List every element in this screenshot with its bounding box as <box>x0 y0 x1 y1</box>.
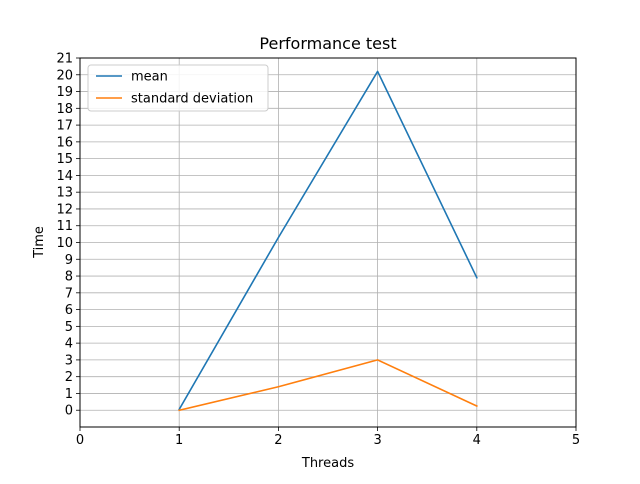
y-tick-label: 11 <box>56 219 73 234</box>
y-tick-label: 14 <box>56 169 73 184</box>
x-axis: 0 1 2 3 4 5 <box>76 427 580 448</box>
y-tick-label: 16 <box>56 135 73 150</box>
legend: mean standard deviation <box>87 64 269 112</box>
x-tick-label: 3 <box>373 433 381 448</box>
y-tick-label: 6 <box>65 303 73 318</box>
y-tick-label: 0 <box>65 404 73 419</box>
legend-box <box>87 64 269 112</box>
y-tick-label: 12 <box>56 202 73 217</box>
y-tick-label: 15 <box>56 152 73 167</box>
y-tick-label: 5 <box>65 320 73 335</box>
y-tick-label: 10 <box>56 236 73 251</box>
legend-label: mean <box>131 70 168 85</box>
series-lines <box>178 70 478 412</box>
y-tick-label: 18 <box>56 102 73 117</box>
y-tick-label: 1 <box>65 387 73 402</box>
y-tick-label: 8 <box>65 270 73 285</box>
x-tick-label: 4 <box>473 433 481 448</box>
x-tick-label: 0 <box>76 433 84 448</box>
y-tick-label: 3 <box>65 353 73 368</box>
y-tick-label: 19 <box>56 85 73 100</box>
series-line-standard-deviation <box>178 359 478 412</box>
x-tick-label: 1 <box>175 433 183 448</box>
y-axis-label: Time <box>32 226 47 259</box>
y-tick-label: 7 <box>65 286 73 301</box>
y-tick-label: 21 <box>56 52 73 67</box>
grid <box>79 57 577 427</box>
chart-title: Performance test <box>259 34 396 53</box>
x-tick-label: 5 <box>572 433 580 448</box>
series-line-mean <box>178 70 478 411</box>
y-tick-label: 13 <box>56 186 73 201</box>
x-tick-label: 2 <box>274 433 282 448</box>
y-tick-label: 4 <box>65 337 73 352</box>
y-tick-label: 17 <box>56 119 73 134</box>
x-axis-label: Threads <box>301 456 354 471</box>
legend-label: standard deviation <box>131 92 253 107</box>
y-tick-label: 2 <box>65 370 73 385</box>
y-tick-label: 9 <box>65 253 73 268</box>
y-tick-label: 20 <box>56 68 73 83</box>
